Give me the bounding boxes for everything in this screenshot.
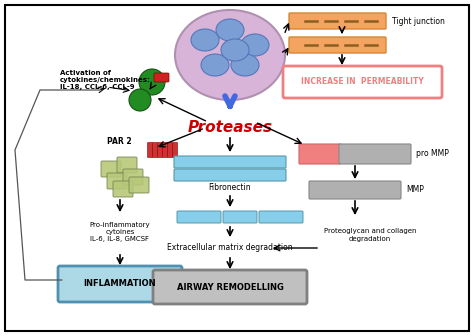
Ellipse shape xyxy=(216,19,244,41)
Text: Proteoglycan and collagen
degradation: Proteoglycan and collagen degradation xyxy=(324,228,416,242)
FancyBboxPatch shape xyxy=(167,142,173,158)
Ellipse shape xyxy=(231,54,259,76)
Text: pro MMP: pro MMP xyxy=(416,150,449,159)
Text: PAR 2: PAR 2 xyxy=(108,137,132,146)
Ellipse shape xyxy=(191,29,219,51)
FancyBboxPatch shape xyxy=(129,177,149,193)
Text: Activation of
cytokines/chemokines:
IL-18, CCL-6, CCL-9: Activation of cytokines/chemokines: IL-1… xyxy=(60,70,151,90)
FancyBboxPatch shape xyxy=(289,13,386,29)
Text: Extracellular matrix degradation: Extracellular matrix degradation xyxy=(167,244,293,252)
FancyBboxPatch shape xyxy=(177,211,221,223)
FancyBboxPatch shape xyxy=(107,173,127,189)
Text: INFLAMMATION: INFLAMMATION xyxy=(84,280,156,289)
Text: MMP: MMP xyxy=(406,185,424,195)
FancyBboxPatch shape xyxy=(223,211,257,223)
Circle shape xyxy=(129,89,151,111)
FancyBboxPatch shape xyxy=(163,142,167,158)
FancyBboxPatch shape xyxy=(157,142,163,158)
FancyBboxPatch shape xyxy=(113,181,133,197)
Ellipse shape xyxy=(201,54,229,76)
FancyBboxPatch shape xyxy=(309,181,401,199)
Ellipse shape xyxy=(221,39,249,61)
Text: Pro-inflammatory
cytoines
IL-6, IL-8, GMCSF: Pro-inflammatory cytoines IL-6, IL-8, GM… xyxy=(90,222,150,242)
Circle shape xyxy=(139,69,165,95)
FancyBboxPatch shape xyxy=(147,142,153,158)
Text: INCREASE IN  PERMEABILITY: INCREASE IN PERMEABILITY xyxy=(301,78,423,86)
Text: Tight junction: Tight junction xyxy=(392,16,445,26)
Ellipse shape xyxy=(175,10,285,100)
FancyBboxPatch shape xyxy=(117,157,137,173)
Ellipse shape xyxy=(241,34,269,56)
FancyBboxPatch shape xyxy=(173,142,177,158)
FancyBboxPatch shape xyxy=(153,142,157,158)
FancyBboxPatch shape xyxy=(174,169,286,181)
FancyBboxPatch shape xyxy=(259,211,303,223)
FancyBboxPatch shape xyxy=(289,37,386,53)
FancyBboxPatch shape xyxy=(153,270,307,304)
Text: AIRWAY REMODELLING: AIRWAY REMODELLING xyxy=(176,283,283,292)
FancyBboxPatch shape xyxy=(123,169,143,185)
Text: Fibronectin: Fibronectin xyxy=(209,182,251,192)
FancyBboxPatch shape xyxy=(154,73,169,82)
Text: Proteases: Proteases xyxy=(187,120,273,134)
FancyBboxPatch shape xyxy=(299,144,341,164)
FancyBboxPatch shape xyxy=(339,144,411,164)
FancyBboxPatch shape xyxy=(283,66,442,98)
FancyBboxPatch shape xyxy=(58,266,182,302)
FancyBboxPatch shape xyxy=(174,156,286,168)
FancyBboxPatch shape xyxy=(101,161,121,177)
